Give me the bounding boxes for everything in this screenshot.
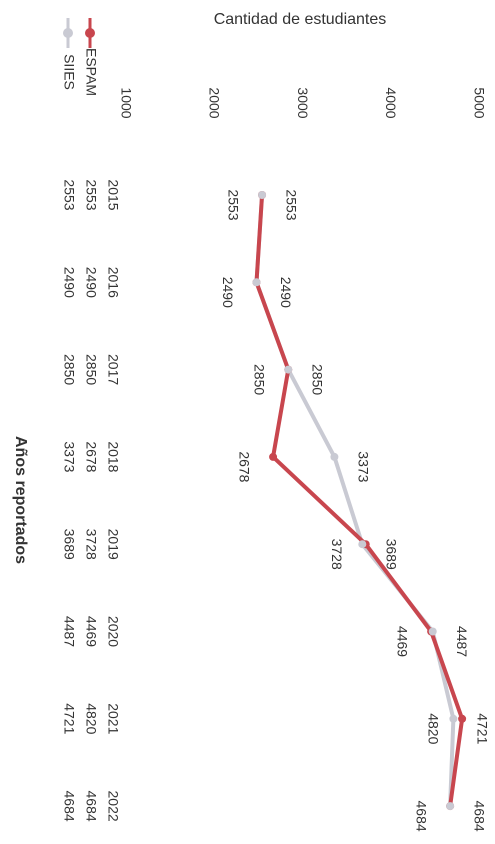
data-label: 2678 xyxy=(236,451,252,482)
table-cell: 4721 xyxy=(61,703,77,734)
table-cell: 2850 xyxy=(83,354,99,385)
point xyxy=(449,714,458,723)
table-cell: 4487 xyxy=(61,616,77,647)
legend-marker xyxy=(85,28,95,38)
data-label: 3373 xyxy=(356,451,372,482)
point xyxy=(458,714,467,723)
data-label: 3689 xyxy=(384,539,400,570)
table-cell: 2850 xyxy=(61,354,77,385)
chart-title: Cantidad de estudiantes xyxy=(214,11,387,28)
y-tick-label: 4000 xyxy=(383,87,399,118)
data-label: 4469 xyxy=(394,626,410,657)
y-tick-label: 3000 xyxy=(295,87,311,118)
y-tick-label: 2000 xyxy=(207,87,223,118)
data-label: 2850 xyxy=(310,364,326,395)
point xyxy=(446,802,455,811)
legend-label: SIIES xyxy=(61,54,77,90)
data-label: 2490 xyxy=(220,277,236,308)
table-cell: 2553 xyxy=(83,179,99,210)
point xyxy=(252,278,261,287)
table-cell: 3373 xyxy=(61,441,77,472)
table-cell: 2490 xyxy=(83,267,99,298)
x-tick-label: 2015 xyxy=(105,179,121,210)
point xyxy=(358,540,367,549)
y-tick-label: 1000 xyxy=(118,87,134,118)
series-line xyxy=(254,194,465,807)
data-label: 4684 xyxy=(471,801,487,832)
data-label: 3728 xyxy=(329,539,345,570)
point xyxy=(284,365,293,374)
legend-label: ESPAM xyxy=(83,48,99,96)
point xyxy=(269,452,278,461)
table-cell: 4684 xyxy=(61,791,77,822)
data-label: 2850 xyxy=(252,364,268,395)
x-tick-label: 2016 xyxy=(105,267,121,298)
data-label: 2553 xyxy=(283,189,299,220)
x-tick-label: 2019 xyxy=(105,529,121,560)
x-axis-title: Años reportados xyxy=(12,436,29,564)
x-tick-label: 2018 xyxy=(105,441,121,472)
table-cell: 4469 xyxy=(83,616,99,647)
table-cell: 2678 xyxy=(83,441,99,472)
data-label: 2490 xyxy=(278,277,294,308)
data-label: 4487 xyxy=(454,626,470,657)
data-label: 2553 xyxy=(225,189,241,220)
x-tick-label: 2022 xyxy=(105,791,121,822)
x-tick-label: 2021 xyxy=(105,703,121,734)
y-tick-label: 5000 xyxy=(471,87,487,118)
data-label: 4820 xyxy=(425,713,441,744)
x-tick-label: 2017 xyxy=(105,354,121,385)
point xyxy=(330,452,339,461)
table-cell: 2490 xyxy=(61,267,77,298)
data-label: 4721 xyxy=(475,713,491,744)
x-tick-label: 2020 xyxy=(105,616,121,647)
point xyxy=(258,191,267,199)
table-cell: 3728 xyxy=(83,529,99,560)
table-cell: 3689 xyxy=(61,529,77,560)
point xyxy=(428,627,437,636)
table-cell: 2553 xyxy=(61,179,77,210)
legend-marker xyxy=(63,28,73,38)
data-label: 4684 xyxy=(413,801,429,832)
table-cell: 4820 xyxy=(83,703,99,734)
table-cell: 4684 xyxy=(83,791,99,822)
